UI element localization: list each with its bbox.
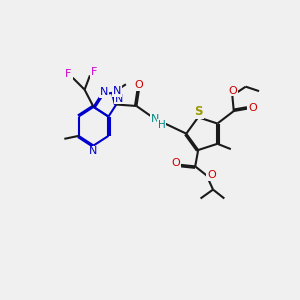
- Text: N: N: [151, 114, 159, 124]
- Text: F: F: [65, 69, 72, 79]
- Text: N: N: [100, 87, 108, 97]
- Text: O: O: [248, 103, 257, 113]
- Text: F: F: [91, 67, 97, 77]
- Text: O: O: [207, 170, 216, 180]
- Text: N: N: [113, 86, 121, 96]
- Text: O: O: [134, 80, 143, 90]
- Text: O: O: [228, 85, 237, 95]
- Text: O: O: [172, 158, 180, 168]
- Text: H: H: [158, 120, 165, 130]
- Text: S: S: [194, 105, 203, 118]
- Text: N: N: [115, 94, 123, 103]
- Text: N: N: [89, 146, 98, 157]
